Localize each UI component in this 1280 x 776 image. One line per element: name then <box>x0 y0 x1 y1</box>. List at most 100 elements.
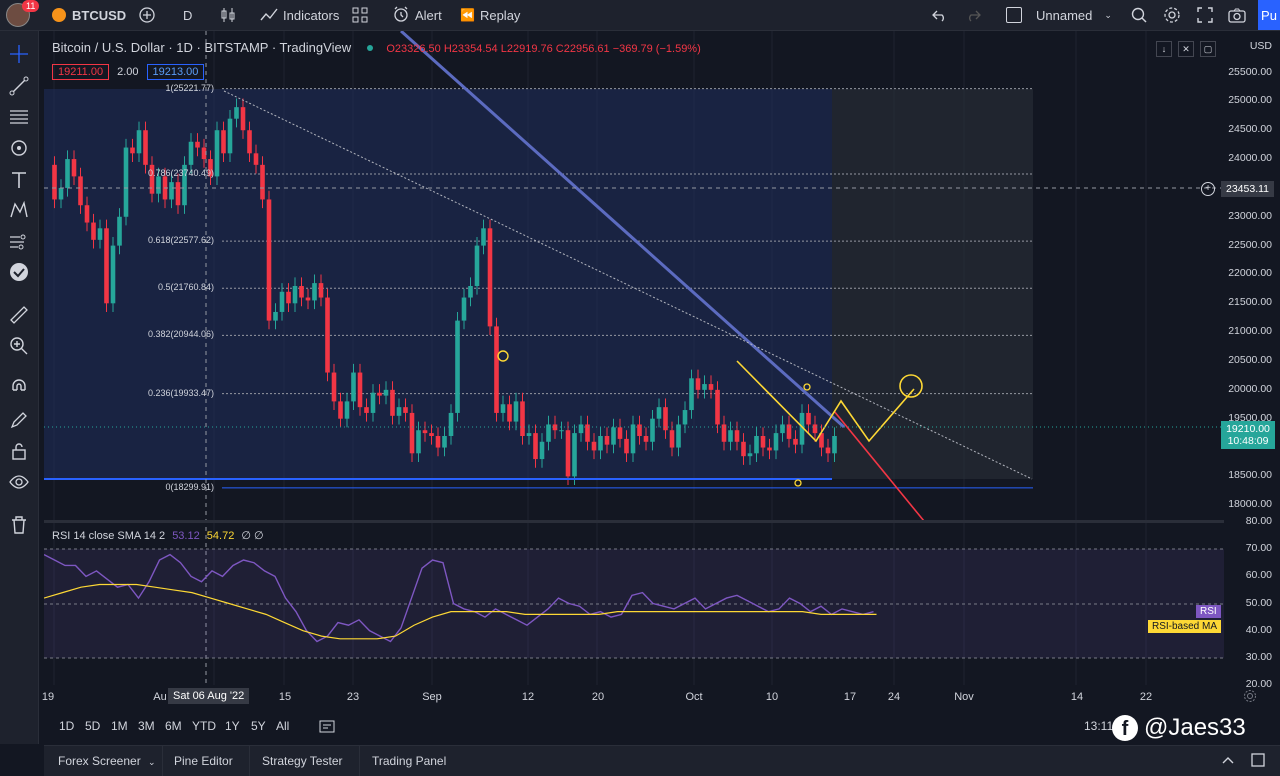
templates-grid-icon[interactable] <box>352 0 368 30</box>
fib-level-label: 0(18299.91) <box>165 481 214 492</box>
ruler-measure-icon[interactable] <box>8 304 30 326</box>
currency-label[interactable]: USD <box>1249 40 1272 52</box>
symbol-title[interactable]: Bitcoin / U.S. Dollar · 1D · BITSTAMP · … <box>52 40 352 55</box>
chevron-up-icon[interactable] <box>1220 752 1236 773</box>
settings-gear-icon[interactable] <box>1163 0 1181 30</box>
axis-settings-gear-icon[interactable] <box>1243 689 1257 708</box>
candle-body <box>110 245 116 304</box>
arrow-down-icon[interactable]: ↓ <box>1156 41 1172 57</box>
maximize-panel-icon[interactable] <box>1250 752 1266 773</box>
fullscreen-icon[interactable] <box>1197 0 1213 30</box>
candle-body <box>663 407 668 431</box>
range-1y[interactable]: 1Y <box>225 719 240 733</box>
maximize-icon[interactable]: ▢ <box>1200 41 1216 57</box>
alert-button[interactable]: Alert <box>392 0 442 30</box>
lock-pencil-icon[interactable] <box>8 409 30 431</box>
candle-body <box>260 164 265 200</box>
indicators-button[interactable]: Indicators <box>260 0 339 30</box>
candle-body <box>234 107 239 119</box>
candle-body <box>539 441 545 460</box>
crosshair-cursor-icon[interactable] <box>8 43 30 65</box>
layout-button[interactable]: Unnamed ⌄ <box>1006 0 1112 30</box>
ohlc-close: C22956.61 <box>555 43 610 55</box>
range-ytd[interactable]: YTD <box>192 719 216 733</box>
collapse-icon[interactable]: ✕ <box>1178 41 1194 57</box>
camera-snapshot-icon[interactable] <box>1228 0 1246 30</box>
publish-label: Pu <box>1261 7 1277 23</box>
drawing-toolbar <box>0 31 39 744</box>
candle-body <box>611 427 616 445</box>
clock-label[interactable]: 13:11 <box>1084 719 1114 733</box>
go-to-date-icon[interactable] <box>319 719 335 736</box>
candle-body <box>585 424 590 442</box>
candle-body <box>377 392 382 396</box>
symbol-search-button[interactable]: BTCUSD <box>52 0 126 30</box>
avatar[interactable]: 11 <box>6 0 40 30</box>
rsi-line <box>44 553 874 643</box>
candle-body <box>708 384 714 390</box>
range-3m[interactable]: 3M <box>138 719 155 733</box>
time-tick-label: 19 <box>41 691 55 703</box>
candle-body <box>240 107 246 131</box>
candle-style-icon[interactable] <box>220 0 236 30</box>
publish-button[interactable]: Pu <box>1258 0 1280 30</box>
add-alert-plus-icon[interactable]: + <box>1201 182 1215 196</box>
candle-body <box>299 286 304 298</box>
layout-square-icon <box>1006 7 1022 23</box>
trend-line-icon[interactable] <box>8 75 30 97</box>
tab-trading-panel[interactable]: Trading Panel <box>372 754 447 768</box>
candle-body <box>546 424 551 442</box>
fib-zone-blue <box>44 89 832 479</box>
candle-body <box>201 147 207 160</box>
candle-body <box>773 433 779 451</box>
prediction-tool-icon[interactable] <box>8 231 30 253</box>
range-5y[interactable]: 5Y <box>251 719 266 733</box>
range-all[interactable]: All <box>276 719 290 733</box>
text-tool-icon[interactable] <box>8 169 30 191</box>
compare-add-icon[interactable] <box>138 0 156 30</box>
top-toolbar: 11 BTCUSD D Indicators Alert ⏪ Replay Un… <box>0 0 1280 31</box>
zoom-in-icon[interactable] <box>8 335 30 357</box>
watermark-text: @Jaes33 <box>1144 714 1246 741</box>
buy-price-box[interactable]: 19213.00 <box>146 64 205 80</box>
time-tick-label: Au <box>153 691 167 703</box>
lock-icon[interactable] <box>8 440 30 462</box>
range-1d[interactable]: 1D <box>59 719 75 733</box>
tab-strategy-tester[interactable]: Strategy Tester <box>262 754 343 768</box>
candle-body <box>624 438 629 454</box>
candle-body <box>143 130 148 165</box>
brush-shapes-icon[interactable] <box>8 137 30 159</box>
rsi-title[interactable]: RSI 14 close SMA 14 2 <box>52 530 166 542</box>
range-5d[interactable]: 5D <box>85 719 101 733</box>
range-1m[interactable]: 1M <box>111 719 128 733</box>
tab-forex-screener[interactable]: Forex Screener ⌄ <box>58 754 156 768</box>
replay-button[interactable]: ⏪ Replay <box>460 0 520 30</box>
sell-price-box[interactable]: 19211.00 <box>52 64 110 80</box>
fib-retracement-icon[interactable] <box>8 106 30 128</box>
chart-legend: Bitcoin / U.S. Dollar · 1D · BITSTAMP · … <box>52 40 701 55</box>
price-chart[interactable] <box>44 31 1224 685</box>
candle-body <box>58 187 64 200</box>
candle-body <box>273 311 278 321</box>
favorites-check-icon[interactable] <box>8 261 30 283</box>
alert-label: Alert <box>415 7 442 23</box>
eye-visibility-icon[interactable] <box>8 471 30 493</box>
downtrend-line-blue <box>400 31 845 429</box>
price-axis[interactable]: USD 25500.0025000.0024500.0024000.002350… <box>1224 31 1280 690</box>
tab-pine-editor[interactable]: Pine Editor <box>174 754 233 768</box>
candle-body <box>149 164 155 194</box>
candle-body <box>208 159 213 177</box>
candle-body <box>676 424 681 448</box>
time-tick-label: 12 <box>521 691 535 703</box>
candle-body <box>266 199 272 321</box>
time-tick-label: Nov <box>954 691 974 703</box>
pattern-tool-icon[interactable] <box>8 199 30 221</box>
redo-icon[interactable] <box>965 0 981 30</box>
search-icon[interactable] <box>1130 0 1148 30</box>
candle-body <box>279 291 285 312</box>
interval-button[interactable]: D <box>183 0 192 30</box>
magnet-icon[interactable] <box>8 378 30 400</box>
trash-icon[interactable] <box>8 514 30 536</box>
undo-icon[interactable] <box>932 0 948 30</box>
range-6m[interactable]: 6M <box>165 719 182 733</box>
